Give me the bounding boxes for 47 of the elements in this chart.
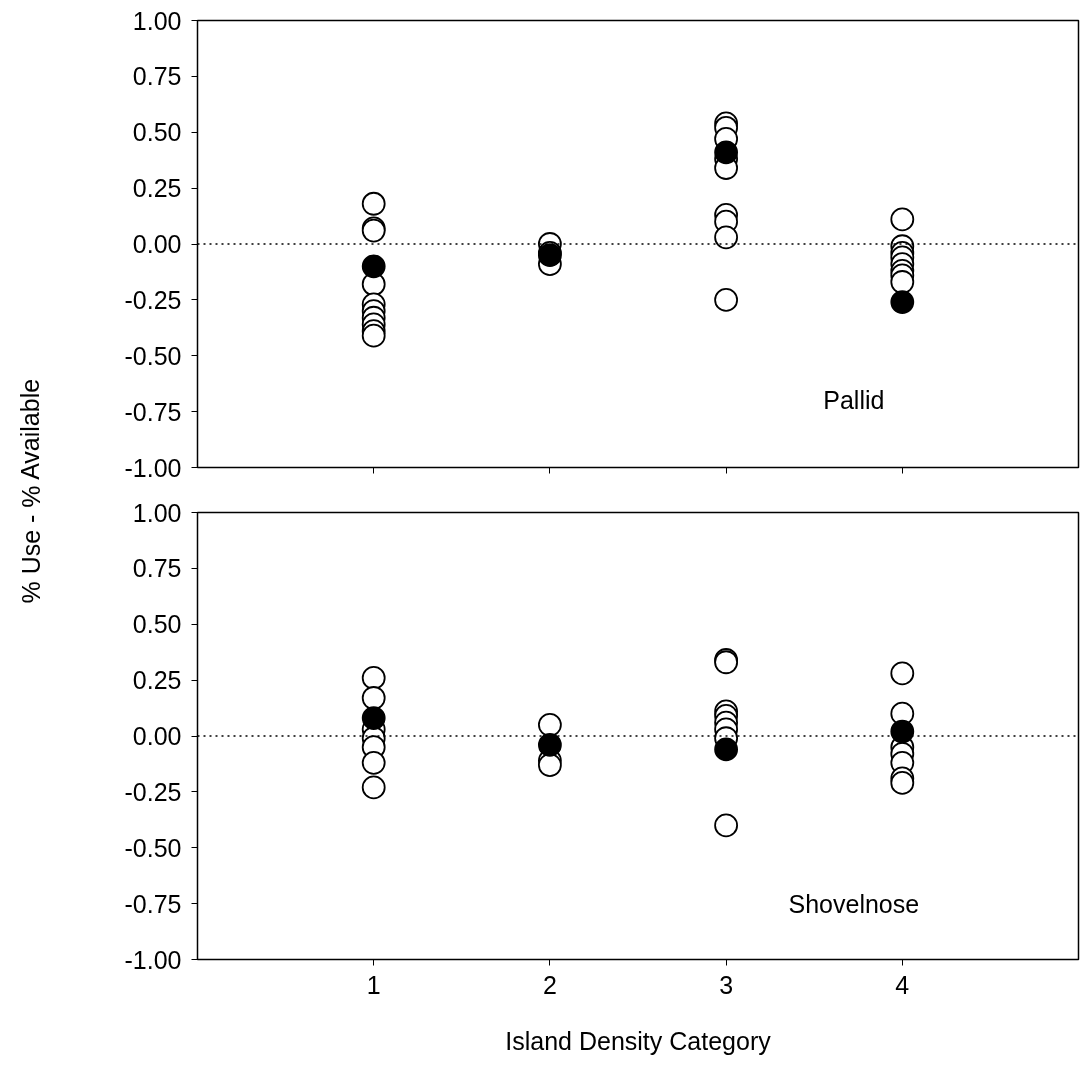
y-tick-label: 0.50 xyxy=(132,610,182,639)
annotation: Shovelnose xyxy=(788,889,920,918)
y-tick-label: 1.00 xyxy=(132,498,182,527)
point xyxy=(890,290,915,314)
y-tick-label: -1.00 xyxy=(124,945,182,974)
point xyxy=(361,686,386,710)
y-tick-label: 0.75 xyxy=(132,554,182,583)
point xyxy=(361,775,386,800)
y-tick-label: -0.50 xyxy=(124,833,182,862)
y-tick-label: 1.00 xyxy=(132,6,182,35)
point xyxy=(538,753,562,777)
point xyxy=(714,737,738,762)
x-axis-title: Island Density Category xyxy=(505,1026,772,1055)
point xyxy=(361,254,386,279)
y-tick-label: 0.25 xyxy=(132,666,182,695)
y-tick-label: 0.00 xyxy=(132,230,182,258)
y-tick-label: -0.25 xyxy=(124,285,182,314)
y-tick-label: -0.25 xyxy=(124,777,182,806)
y-tick-label: 0.25 xyxy=(132,174,182,203)
point xyxy=(714,813,738,838)
x-tick-label: 2 xyxy=(542,970,557,999)
point xyxy=(714,225,738,250)
y-tick-label: -0.75 xyxy=(124,889,182,918)
y-tick-label: -0.50 xyxy=(124,341,182,370)
point xyxy=(890,270,915,294)
point xyxy=(361,666,386,690)
annotation: Pallid xyxy=(823,386,885,415)
point xyxy=(538,733,562,757)
point xyxy=(890,661,915,686)
point xyxy=(361,750,386,775)
y-tick-label: 0.75 xyxy=(132,62,182,91)
point xyxy=(890,719,915,744)
y-tick-label: -0.75 xyxy=(124,397,182,426)
y-tick-label: -1.00 xyxy=(124,453,182,482)
x-tick-label: 3 xyxy=(719,970,734,999)
point xyxy=(714,140,738,165)
y-tick-label: 0.50 xyxy=(132,118,182,147)
point xyxy=(890,207,915,232)
y-tick-label: 0.00 xyxy=(132,722,182,750)
point xyxy=(890,771,915,795)
x-tick-label: 4 xyxy=(895,970,910,999)
y-axis-title: % Use - % Available xyxy=(16,378,45,604)
point xyxy=(538,712,562,737)
point xyxy=(361,706,386,730)
x-tick-label: 1 xyxy=(366,970,381,999)
point xyxy=(714,288,738,312)
point xyxy=(361,191,386,216)
